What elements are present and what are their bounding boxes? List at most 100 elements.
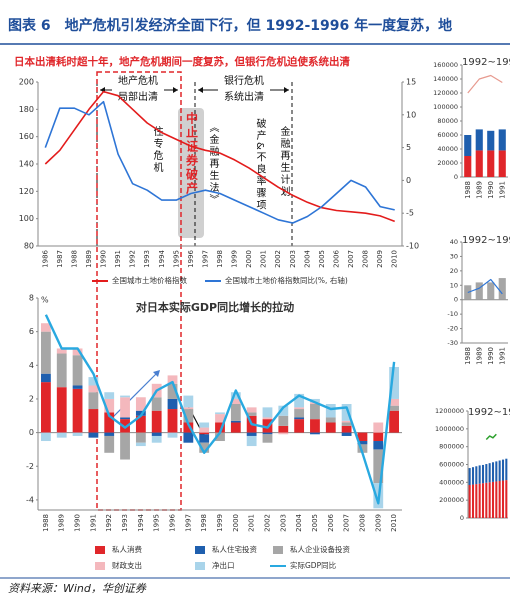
x-tick-label: 1996 <box>169 513 177 531</box>
legend-swatch <box>95 562 105 570</box>
y-tick-label: 60000 <box>437 131 458 139</box>
bar <box>278 415 289 426</box>
bar <box>56 348 67 354</box>
y-tick-label: 160000 <box>433 61 458 69</box>
bar <box>56 387 67 433</box>
bar <box>341 404 352 421</box>
bar <box>278 425 289 433</box>
y-tick-label: -2 <box>26 462 34 471</box>
bar <box>389 366 399 399</box>
line <box>44 100 395 224</box>
y-tick-label: 20 <box>450 267 458 275</box>
bar <box>471 467 475 485</box>
y-tick-label: 10 <box>450 281 458 289</box>
y-tick-label: -20 <box>447 325 458 333</box>
y-tick-label: 100000 <box>433 103 458 111</box>
y-tick-label: 120 <box>19 187 34 196</box>
legend-swatch <box>95 546 105 554</box>
bar <box>167 398 178 410</box>
legend-label: 私人住宅投资 <box>212 544 257 554</box>
bar <box>72 348 83 356</box>
bar <box>294 393 305 408</box>
y-tick-label: 80000 <box>437 117 458 125</box>
bar <box>501 459 505 481</box>
bar <box>389 405 399 411</box>
bar <box>475 466 478 485</box>
x-tick-label: 2006 <box>332 249 340 267</box>
bar <box>167 432 178 438</box>
bar <box>487 150 495 177</box>
line <box>44 314 396 505</box>
source: 资料来源：Wind，华创证券 <box>8 582 147 595</box>
bar <box>41 432 51 442</box>
bar <box>475 282 483 300</box>
bar <box>167 375 178 384</box>
bar <box>464 285 472 300</box>
y-tick-label: 80 <box>24 242 34 251</box>
x-tick-label: 1989 <box>58 514 66 532</box>
bar <box>373 422 384 433</box>
bar <box>183 409 194 423</box>
bar <box>230 392 241 399</box>
x-tick-label: 1994 <box>137 513 145 531</box>
bar <box>488 463 491 483</box>
bar <box>199 442 210 453</box>
y2-tick-label: -5 <box>406 209 414 218</box>
y2-tick-label: 10 <box>406 110 416 119</box>
annotation: 银行危机 <box>224 74 264 87</box>
x-tick-label: 2010 <box>390 514 398 532</box>
bar <box>481 483 485 518</box>
y-tick-label: -10 <box>447 310 458 318</box>
bar <box>135 415 146 433</box>
bar <box>246 435 257 447</box>
y-tick-label: 800000 <box>439 443 464 451</box>
bar <box>151 435 162 443</box>
x-tick-label: 2010 <box>391 250 399 268</box>
bar <box>357 444 368 453</box>
bar <box>464 156 472 177</box>
x-tick-label: 1986 <box>41 249 49 267</box>
bar <box>88 392 99 410</box>
x-tick-label: 2002 <box>274 250 282 268</box>
bar <box>310 404 320 420</box>
line <box>485 433 497 441</box>
x-tick-label: 1993 <box>121 514 129 532</box>
bar <box>389 398 399 406</box>
bar <box>88 409 99 433</box>
bar <box>491 481 495 518</box>
x-tick-label: 2009 <box>376 250 384 268</box>
bar <box>88 377 99 386</box>
bar <box>246 432 257 436</box>
bar <box>491 462 495 482</box>
line <box>467 74 503 94</box>
x-tick-label: 1991 <box>498 347 506 365</box>
bar <box>41 331 51 374</box>
x-tick-label: 1988 <box>42 514 50 532</box>
bar <box>498 129 506 151</box>
bar <box>310 432 320 435</box>
chart-title: 对日本实际GDP同比增长的拉动 <box>136 300 294 314</box>
bar <box>498 480 501 518</box>
bar <box>475 150 483 177</box>
annotation: 系统出清 <box>224 90 264 103</box>
bar <box>230 398 241 404</box>
x-tick-label: 1998 <box>200 514 208 532</box>
bar <box>498 150 506 177</box>
y-tick-label: 20000 <box>437 159 458 167</box>
bar <box>262 434 273 443</box>
bar <box>505 458 508 481</box>
y2-tick-label: -10 <box>406 242 419 251</box>
x-tick-label: 2001 <box>248 514 256 532</box>
bar <box>88 385 99 393</box>
x-tick-label: 1990 <box>487 181 495 199</box>
y-tick-label: 400000 <box>439 478 464 486</box>
x-tick-label: 2003 <box>279 514 287 532</box>
bar <box>41 373 51 383</box>
y-axis-label: % <box>41 296 49 305</box>
legend-label: 财政支出 <box>112 560 142 570</box>
x-tick-label: 2000 <box>245 250 253 268</box>
x-tick-label: 2007 <box>343 514 351 532</box>
line <box>467 278 503 295</box>
bar <box>199 432 210 435</box>
